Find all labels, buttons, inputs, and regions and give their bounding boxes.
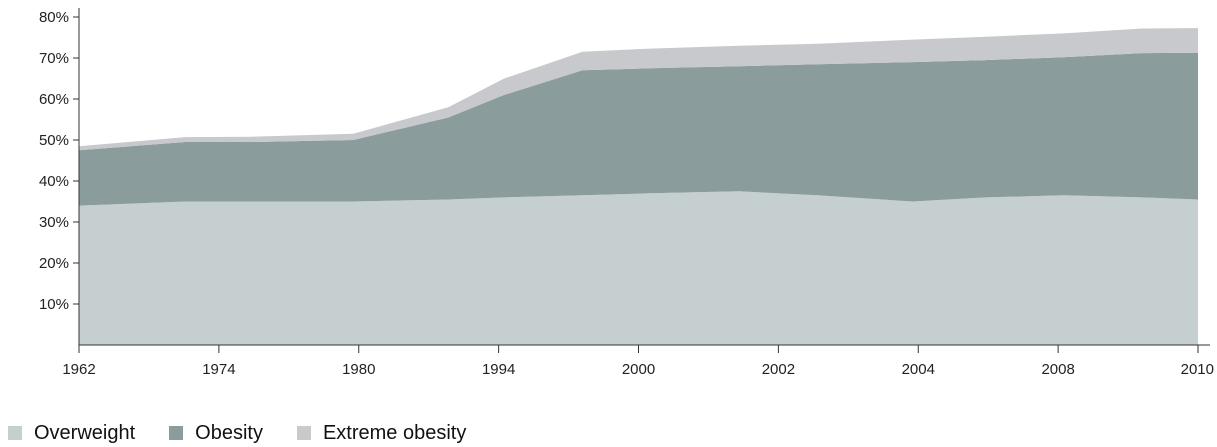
- x-tick-label: 1974: [202, 361, 235, 378]
- legend: Overweight Obesity Extreme obesity: [8, 421, 500, 445]
- legend-label-overweight: Overweight: [34, 421, 136, 444]
- x-tick-label: 2004: [902, 361, 935, 378]
- legend-swatch-overweight: [8, 426, 22, 440]
- y-tick-label: 10%: [39, 296, 69, 313]
- x-tick-label: 2008: [1041, 361, 1074, 378]
- x-tick-label: 1962: [62, 361, 95, 378]
- x-tick-label: 2010: [1181, 361, 1214, 378]
- area-extreme-obesity: [79, 28, 1198, 151]
- legend-label-extreme-obesity: Extreme obesity: [322, 421, 467, 444]
- y-axis-ticks: 10% 20% 30% 40% 50% 60% 70% 80%: [39, 9, 79, 313]
- y-tick-label: 80%: [39, 9, 69, 26]
- area-series-group: [79, 28, 1198, 345]
- area-overweight: [79, 191, 1198, 345]
- legend-item-overweight: Overweight: [8, 422, 135, 445]
- x-tick-label: 2002: [762, 361, 795, 378]
- x-tick-label: 2000: [622, 361, 655, 378]
- y-tick-label: 60%: [39, 91, 69, 108]
- legend-item-extreme-obesity: Extreme obesity: [296, 421, 467, 445]
- x-tick-label: 1980: [342, 361, 375, 378]
- legend-label-obesity: Obesity: [195, 421, 263, 444]
- y-tick-label: 40%: [39, 173, 69, 190]
- x-tick-label: 1994: [482, 361, 515, 378]
- y-tick-label: 20%: [39, 255, 69, 272]
- stacked-area-chart: 10% 20% 30% 40% 50% 60% 70% 80% 1962 1974 1980 199…: [39, 8, 1214, 378]
- y-tick-label: 70%: [39, 50, 69, 67]
- axes-group: [78, 8, 1210, 346]
- y-tick-label: 30%: [39, 214, 69, 231]
- area-obesity: [79, 52, 1198, 206]
- y-tick-label: 50%: [39, 132, 69, 149]
- x-axis-ticks: 1962 1974 1980 1994 2000 2002 2004 2008 2010: [62, 345, 1214, 378]
- legend-swatch-extreme-obesity: [296, 426, 311, 440]
- legend-swatch-obesity: [169, 426, 184, 440]
- legend-item-obesity: Obesity: [169, 422, 263, 445]
